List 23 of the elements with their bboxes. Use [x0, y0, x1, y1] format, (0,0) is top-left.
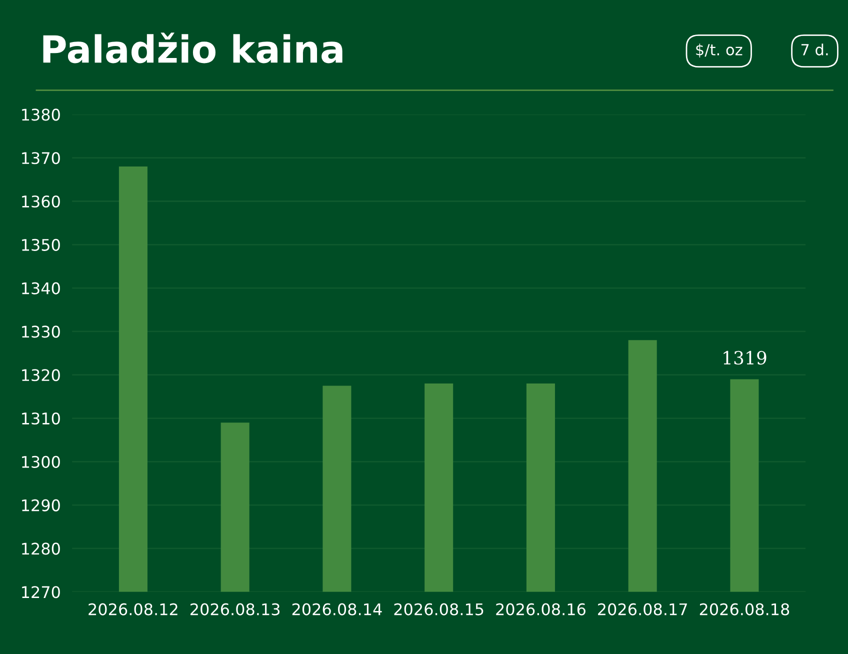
x-tick-label: 2026.08.15: [394, 603, 484, 616]
y-tick-label: 1320: [22, 369, 60, 382]
x-tick-label: 2026.08.13: [190, 603, 280, 616]
x-tick-label: 2026.08.12: [88, 603, 178, 616]
y-tick-label: 1340: [22, 282, 60, 294]
y-tick-label: 1280: [22, 542, 60, 555]
text: 7 d.: [801, 44, 828, 56]
y-tick-label: 1310: [22, 412, 60, 425]
y-tick-label: 1330: [22, 326, 60, 338]
x-tick-label: 2026.08.17: [598, 603, 687, 616]
chart-title: Paladžio kaina: [43, 32, 342, 64]
y-tick-label: 1300: [22, 456, 60, 468]
y-tick-label: 1270: [22, 586, 60, 598]
y-tick-label: 1290: [22, 499, 60, 512]
y-tick-label: 1370: [22, 152, 60, 164]
x-tick-label: 2026.08.18: [700, 603, 790, 616]
y-tick-label: 1350: [22, 238, 60, 251]
y-tick-label: 1380: [22, 108, 60, 121]
text: $/t. oz: [696, 44, 742, 58]
data-label: 1319: [724, 350, 766, 365]
x-tick-label: 2026.08.16: [496, 603, 586, 616]
x-tick-label: 2026.08.14: [292, 603, 382, 616]
y-tick-label: 1360: [22, 195, 60, 208]
